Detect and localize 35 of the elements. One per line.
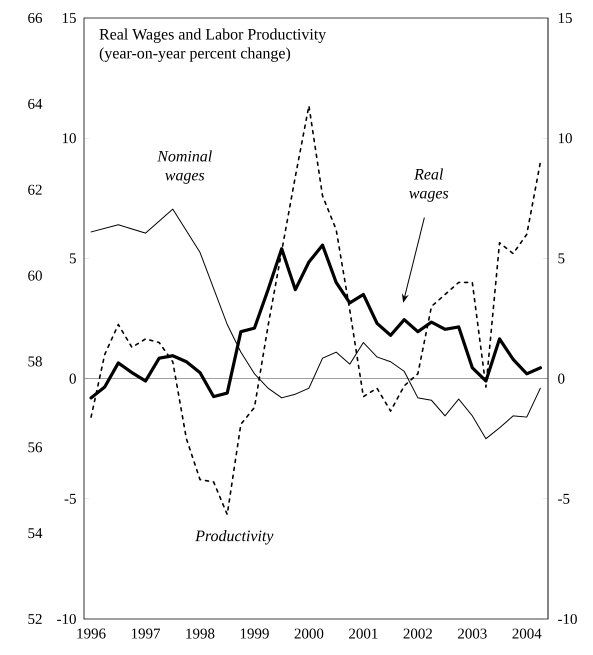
- x-tick-label: 2004: [512, 628, 542, 639]
- x-tick-label: 1996: [77, 628, 106, 639]
- line-series: [90, 104, 542, 516]
- text: (year-on-year percent change): [100, 47, 290, 62]
- x-tick-label: 2000: [294, 628, 324, 639]
- x-tick-label: 1999: [240, 628, 269, 639]
- y3-tick-label: 64: [28, 98, 42, 109]
- series-label: Nominal wages: [157, 150, 212, 184]
- text: Real wages: [409, 168, 448, 202]
- text: Real Wages and Labor Productivity: [100, 28, 326, 43]
- y3-tick-label: 54: [28, 528, 42, 538]
- x-tick-label: 1997: [132, 628, 160, 639]
- x-tick-label: 1998: [186, 628, 214, 639]
- y3-tick-label: 52: [28, 614, 42, 624]
- y2-tick-label: 5: [558, 253, 564, 264]
- y3-tick-label: 60: [28, 270, 42, 281]
- y2-tick-label: 0: [558, 374, 564, 384]
- y3-tick-label: 56: [28, 442, 42, 452]
- y-tick-label: 5: [70, 253, 76, 264]
- x-tick-label: 2001: [349, 628, 378, 639]
- y3-tick-label: 58: [28, 356, 42, 366]
- y-tick-label: 10: [62, 133, 76, 144]
- y3-tick-label: 66: [28, 12, 42, 24]
- y2-tick-label: 15: [558, 12, 572, 23]
- y-tick-label: 0: [70, 374, 76, 384]
- y2-tick-label: -10: [558, 614, 577, 624]
- y-tick-label: -5: [64, 494, 76, 504]
- x-tick-label: 2003: [458, 628, 487, 639]
- y-tick-label: 15: [62, 12, 76, 23]
- y2-tick-label: -5: [558, 494, 570, 504]
- y2-tick-label: 10: [558, 133, 572, 144]
- y-tick-label: -10: [57, 614, 76, 624]
- series-label: Productivity: [195, 530, 274, 545]
- x-tick-label: 2002: [404, 628, 432, 639]
- y3-tick-label: 62: [28, 184, 42, 195]
